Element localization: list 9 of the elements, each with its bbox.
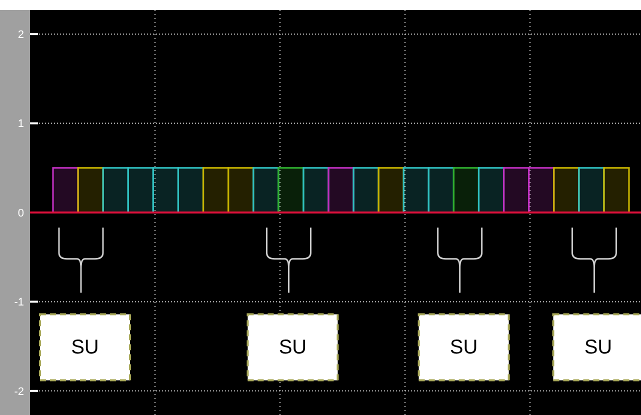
y-tick-label: -2 [14,386,24,398]
annotation: SU [584,336,612,358]
y-tick-label: 0 [18,207,24,220]
y-tick-label: 2 [18,28,24,41]
annotation: SU [71,336,99,358]
annotation: SU [278,336,307,358]
y-tick-label: 1 [18,118,24,130]
y-tick-label: -1 [14,296,24,309]
annotation: SU [450,336,478,358]
